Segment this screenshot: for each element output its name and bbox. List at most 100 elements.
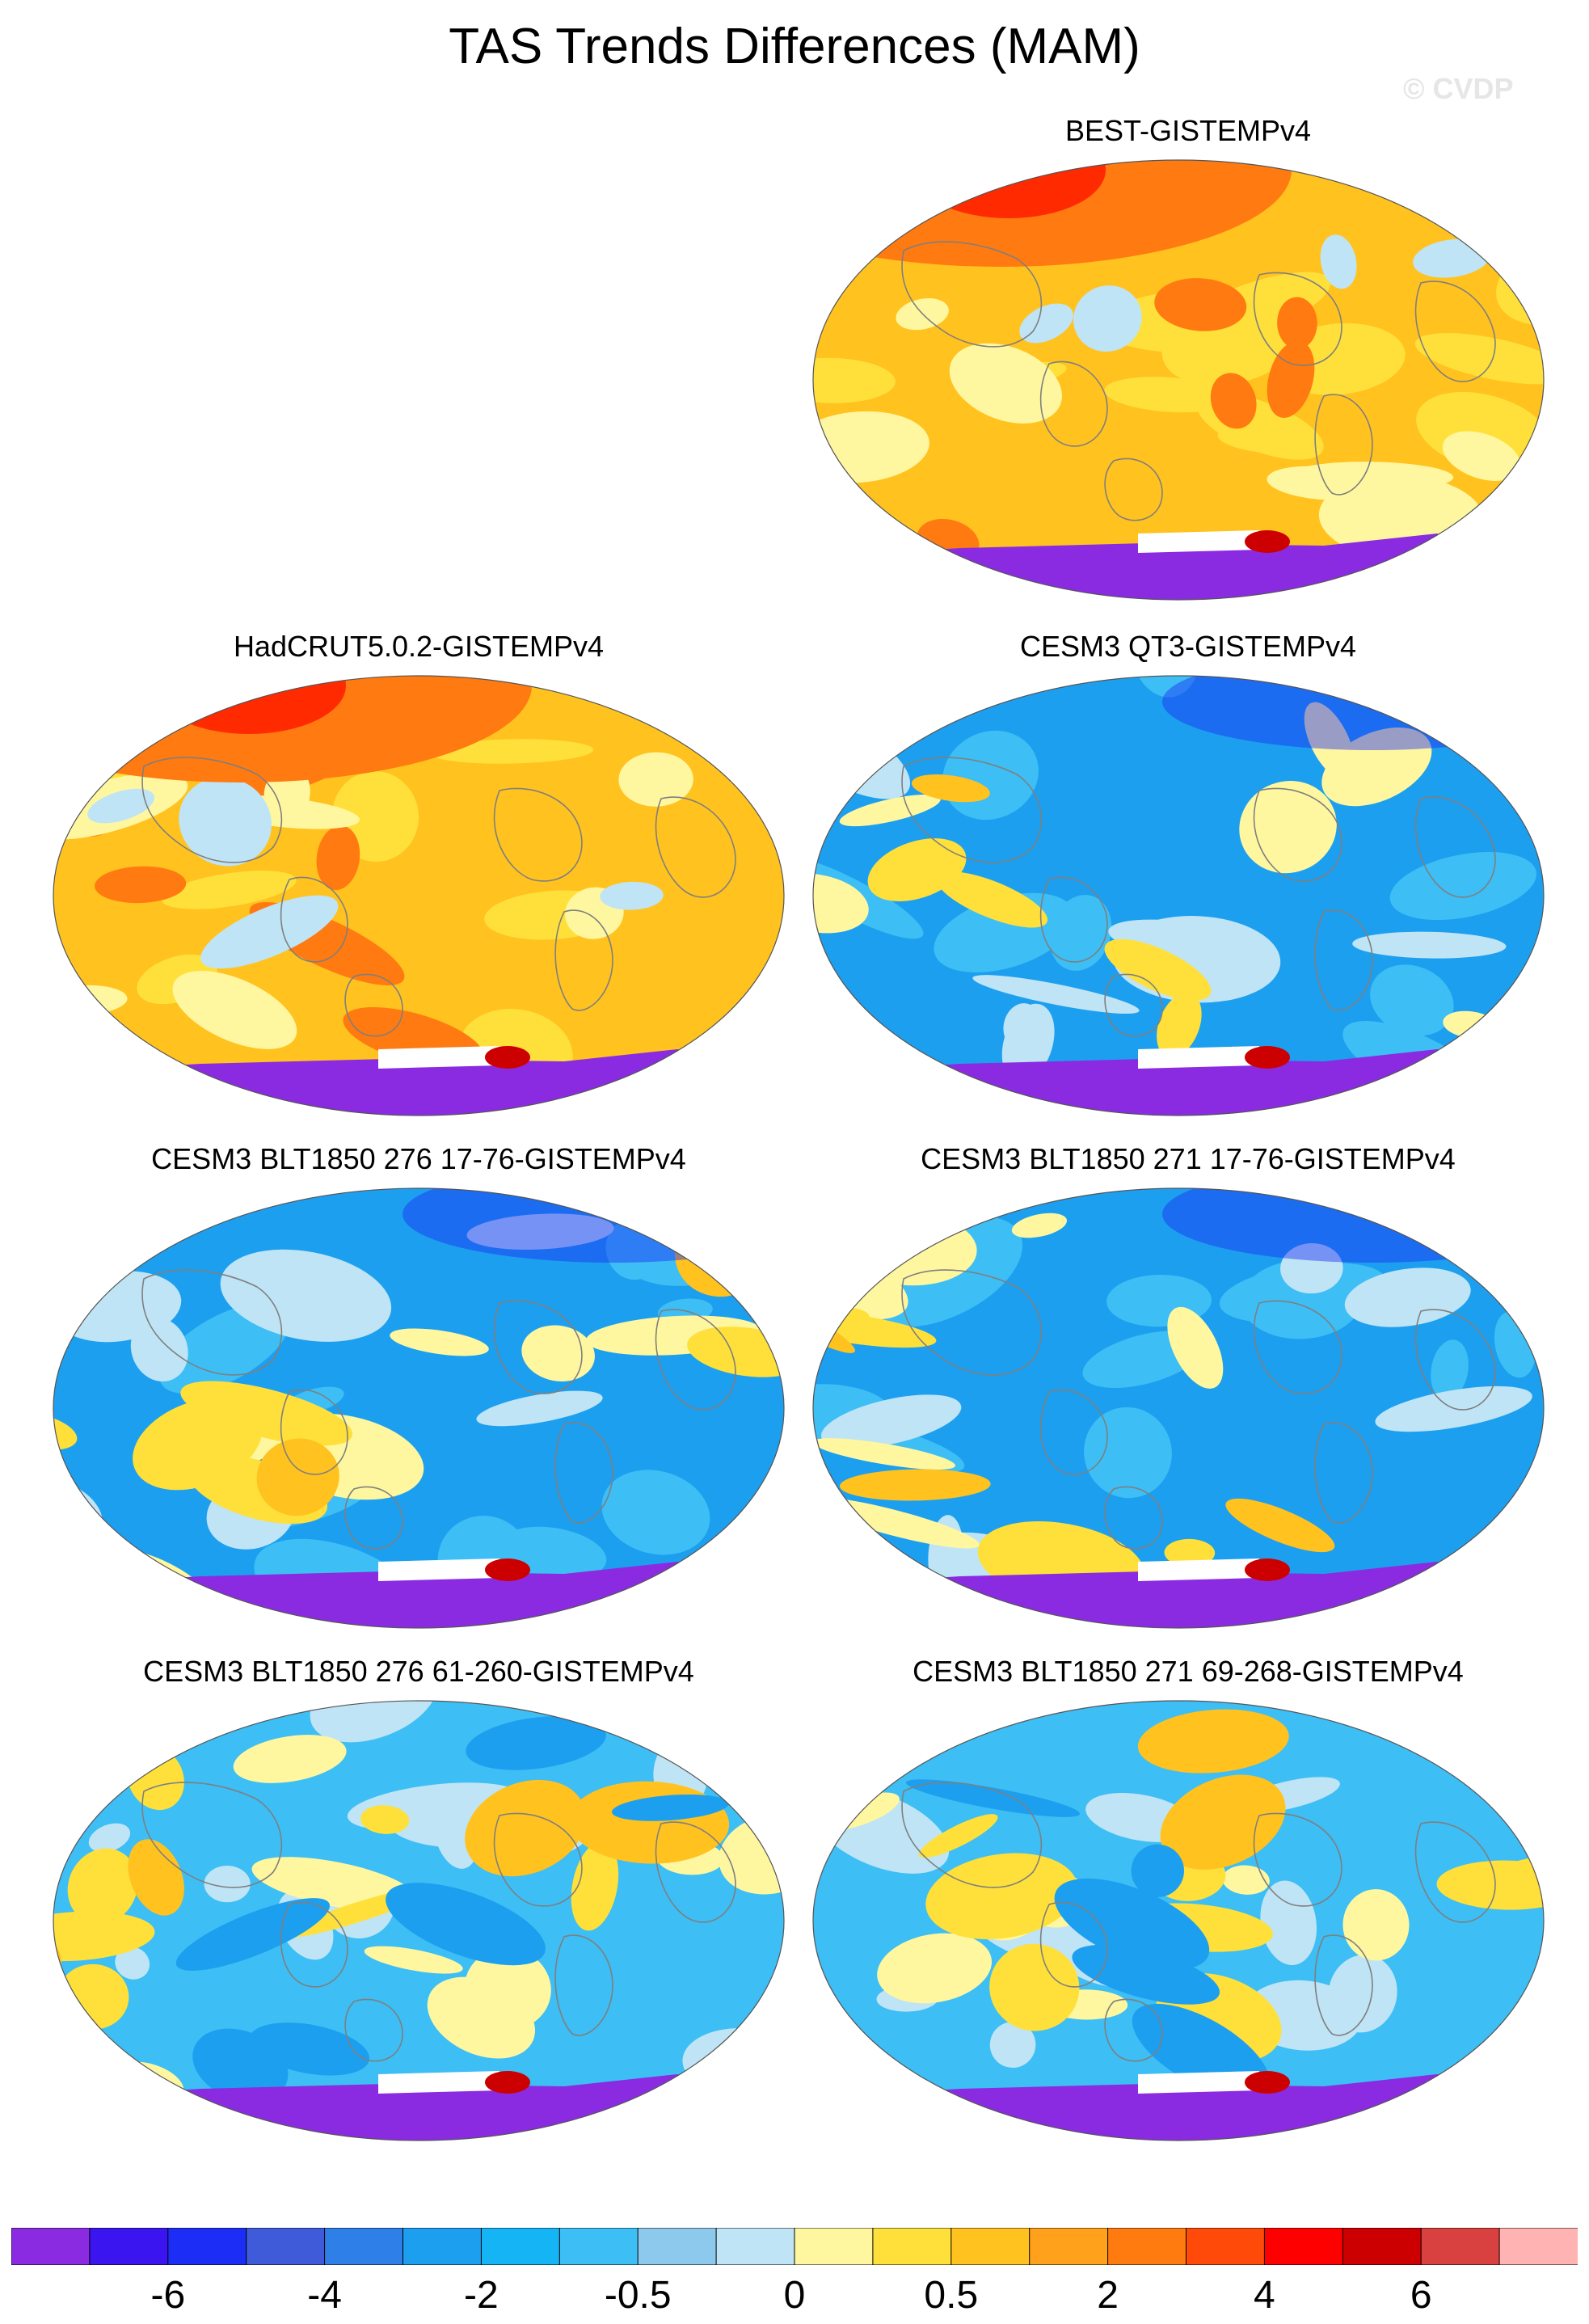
coastline — [1039, 876, 1108, 963]
coastline — [141, 757, 283, 863]
peninsula-anomaly — [485, 2071, 530, 2094]
colorbar-swatch — [403, 2228, 483, 2265]
anomaly-patch — [1359, 160, 1514, 188]
colorbar-label: 4 — [1254, 2274, 1275, 2317]
anomaly-patch — [1488, 1701, 1544, 1717]
colorbar-label: -0.5 — [604, 2274, 672, 2317]
missing-data-region — [378, 2071, 499, 2094]
anomaly-patch — [364, 1946, 463, 1974]
anomaly-patch — [53, 1911, 155, 1962]
anomaly-patch — [1225, 1498, 1335, 1553]
anomaly-patch — [839, 1469, 991, 1501]
colorbar-swatch — [950, 2228, 1031, 2265]
anomaly-patch — [179, 777, 272, 867]
colorbar-label: 2 — [1097, 2274, 1119, 2317]
colorbar-label: -4 — [307, 2274, 342, 2317]
map-svg — [53, 1187, 785, 1629]
colorbar-label: 0 — [783, 2274, 806, 2317]
anomaly-patch — [1490, 1721, 1544, 1774]
anomaly-patch — [1260, 1880, 1317, 1965]
anomaly-patch — [316, 825, 360, 891]
anomaly-patch — [813, 873, 869, 934]
coastline — [554, 1934, 613, 2036]
coastline — [1104, 458, 1163, 521]
coastline — [655, 796, 736, 898]
missing-data-region — [378, 1046, 499, 1069]
coastline — [1314, 909, 1373, 1011]
anomaly-patch — [128, 1839, 184, 1916]
coastline — [280, 1389, 348, 1475]
anomaly-patch — [53, 714, 91, 766]
anomaly-patch — [1304, 604, 1484, 606]
colorbar-swatch — [1420, 2228, 1501, 2265]
anomaly-patch — [936, 871, 1048, 928]
panel-title-blt1850-271-69-268: CESM3 BLT1850 271 69-268-GISTEMPv4 — [913, 1655, 1464, 1688]
peninsula-anomaly — [1245, 1046, 1290, 1069]
missing-data-region — [1138, 1046, 1259, 1069]
coastline — [901, 1269, 1043, 1376]
coastline — [1039, 361, 1108, 447]
map-panel-best — [807, 154, 1550, 606]
coastline — [141, 1269, 283, 1376]
colorbar — [11, 2228, 1578, 2265]
colorbar-swatch — [89, 2228, 169, 2265]
anomaly-patch — [47, 1963, 57, 2037]
coastline — [280, 876, 348, 963]
anomaly-patch — [1131, 1844, 1184, 1898]
anomaly-patch — [1320, 234, 1357, 289]
panel-title-best: BEST-GISTEMPv4 — [1064, 114, 1312, 147]
coastline — [1104, 1486, 1163, 1550]
coastline — [1414, 280, 1496, 382]
map-panel-blt1850-276-17-76 — [47, 1182, 790, 1634]
map-svg — [812, 159, 1545, 606]
anomaly-patch — [877, 1933, 993, 2004]
colorbar-swatch — [167, 2228, 247, 2265]
colorbar-swatch — [324, 2228, 404, 2265]
anomaly-patch — [47, 947, 50, 1028]
coastline — [1104, 1998, 1163, 2062]
anomaly-patch — [161, 871, 297, 909]
anomaly-patch — [973, 669, 1139, 676]
map-border — [812, 159, 1545, 601]
panel-title-cesm3-qt3: CESM3 QT3-GISTEMPv4 — [1019, 630, 1357, 663]
colorbar-swatch — [715, 2228, 795, 2265]
colorbar-swatch — [1107, 2228, 1187, 2265]
anomaly-patch — [1411, 2134, 1471, 2141]
anomaly-patch — [466, 1716, 606, 1770]
map-border — [812, 1700, 1545, 2141]
anomaly-patch — [1164, 1538, 1216, 1567]
anomaly-patch — [1084, 1407, 1172, 1499]
map-svg — [812, 669, 1545, 1116]
anomaly-patch — [571, 1841, 619, 1931]
anomaly-patch — [949, 343, 1062, 424]
colorbar-swatch — [558, 2228, 639, 2265]
anomaly-patch — [1167, 1306, 1224, 1389]
anomaly-patch — [582, 1188, 683, 1196]
coastline — [344, 1998, 403, 2062]
colorbar-swatch — [11, 2228, 91, 2265]
coastline — [554, 909, 613, 1011]
coastline — [1314, 1422, 1373, 1524]
map-border — [812, 675, 1545, 1116]
anomaly-patch — [1431, 1339, 1469, 1400]
anomaly-patch — [989, 1943, 1080, 2031]
coastline — [554, 1422, 613, 1524]
panel-title-blt1850-276-61-260: CESM3 BLT1850 276 61-260-GISTEMPv4 — [143, 1655, 694, 1688]
coastline — [655, 1821, 736, 1923]
colorbar-swatch — [1263, 2228, 1344, 2265]
anomaly-patch — [180, 1381, 353, 1446]
coastline — [1414, 796, 1496, 898]
map-svg — [47, 1700, 785, 2141]
anomaly-patch — [1222, 1865, 1270, 1895]
map-panel-cesm3-qt3 — [807, 669, 1550, 1122]
colorbar-swatch — [872, 2228, 952, 2265]
coastline — [280, 1901, 348, 1988]
anomaly-patch — [1104, 377, 1233, 413]
anomaly-patch — [1104, 938, 1212, 1001]
anomaly-patch — [1328, 1955, 1397, 2033]
anomaly-patch — [1019, 303, 1073, 344]
anomaly-patch — [813, 1196, 854, 1255]
colorbar-swatch — [637, 2228, 718, 2265]
anomaly-patch — [256, 1438, 339, 1516]
anomaly-patch — [1344, 1267, 1471, 1327]
